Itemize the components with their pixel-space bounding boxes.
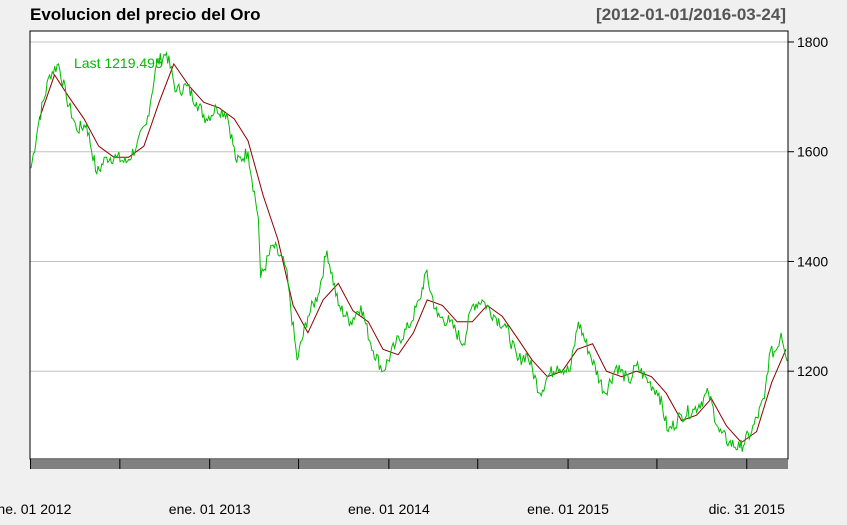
plot-area [30, 31, 788, 459]
price-line [30, 51, 789, 452]
grid-lines [30, 41, 788, 372]
y-tick-label: 1200 [797, 363, 828, 379]
x-tick-label: dic. 31 2015 [709, 501, 785, 517]
y-tick-label: 1600 [797, 144, 828, 160]
date-range-label: [2012-01-01/2016-03-24] [596, 5, 786, 24]
x-tick-label: ene. 01 2012 [0, 501, 72, 517]
x-tick-label: ene. 01 2014 [348, 501, 430, 517]
plot-frame [29, 30, 789, 460]
y-tick-label: 1400 [797, 253, 828, 269]
x-axis-period-bar [30, 460, 789, 469]
last-value-label: Last 1219.495 [74, 55, 163, 71]
x-axis: ene. 01 2012 ene. 01 2013 ene. 01 2014 ene.… [0, 459, 789, 517]
x-tick-label: ene. 01 2013 [169, 501, 251, 517]
y-tick-label: 1800 [797, 34, 828, 50]
chart-title: Evolucion del precio del Oro [30, 5, 261, 24]
price-layer [30, 51, 789, 452]
moving-average-line [38, 62, 787, 444]
y-axis: 1200 1400 1600 1800 [788, 34, 828, 379]
x-tick-label: ene. 01 2015 [527, 501, 609, 517]
moving-average-layer [38, 62, 787, 444]
